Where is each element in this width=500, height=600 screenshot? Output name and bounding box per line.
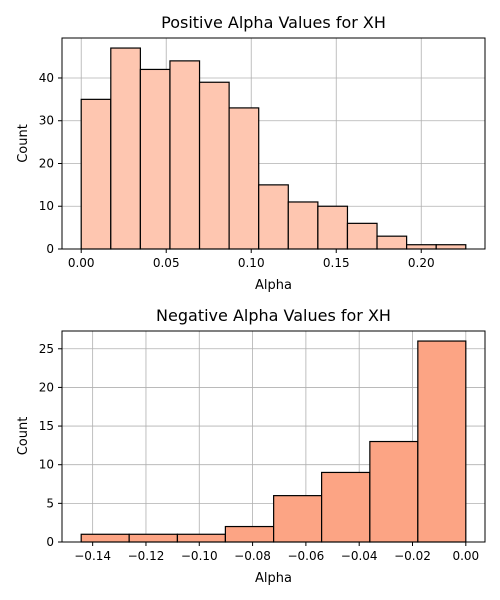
y-tick-label: 40 <box>39 71 54 85</box>
y-tick-label: 15 <box>39 419 54 433</box>
histogram-bar <box>376 235 408 250</box>
chart-title: Positive Alpha Values for XH <box>161 13 386 32</box>
histogram-bar <box>224 525 275 543</box>
x-tick-label: −0.14 <box>74 549 111 563</box>
y-tick-label: 20 <box>39 156 54 170</box>
x-tick-label: −0.12 <box>128 549 165 563</box>
y-axis-label: Count <box>16 124 31 163</box>
x-tick-label: 0.20 <box>408 256 435 270</box>
histogram-bar <box>198 81 230 250</box>
x-tick-label: −0.10 <box>181 549 218 563</box>
y-tick-label: 10 <box>39 199 54 213</box>
histogram-bar <box>417 340 467 543</box>
x-axis-label: Alpha <box>255 571 292 586</box>
histogram-bar <box>228 107 260 250</box>
x-axis-label: Alpha <box>255 278 292 293</box>
x-tick-label: 0.00 <box>452 549 479 563</box>
histogram-bar <box>80 533 130 543</box>
x-tick-label: −0.02 <box>394 549 431 563</box>
histogram-bar <box>273 495 323 543</box>
x-tick-label: 0.15 <box>323 256 350 270</box>
y-tick-label: 25 <box>39 342 54 356</box>
histogram-bar <box>169 60 201 250</box>
histogram-bar <box>80 98 112 250</box>
y-axis-label: Count <box>16 417 31 456</box>
chart-title: Negative Alpha Values for XH <box>156 306 391 325</box>
x-tick-label: 0.00 <box>68 256 95 270</box>
histogram-bar <box>346 222 378 250</box>
y-tick-label: 10 <box>39 458 54 472</box>
negative-alpha-panel: Negative Alpha Values for XH Alpha Count… <box>16 306 486 586</box>
histogram-bar <box>110 47 141 250</box>
y-tick-label: 0 <box>46 242 54 256</box>
y-tick-label: 30 <box>39 114 54 128</box>
histogram-bar <box>128 533 179 543</box>
x-tick-label: 0.05 <box>153 256 180 270</box>
x-tick-label: 0.10 <box>238 256 265 270</box>
histogram-bar <box>176 533 226 543</box>
x-tick-label: −0.04 <box>341 549 378 563</box>
histogram-bar <box>317 205 349 250</box>
y-tick-label: 20 <box>39 380 54 394</box>
axes-frame <box>61 330 486 543</box>
histogram-bar <box>258 184 289 250</box>
y-tick-label: 0 <box>46 535 54 549</box>
positive-alpha-panel: Positive Alpha Values for XH Alpha Count… <box>16 13 486 293</box>
histogram-bar <box>369 440 419 543</box>
x-tick-label: −0.08 <box>234 549 271 563</box>
histogram-bar <box>321 471 371 543</box>
histogram-bar <box>287 201 319 250</box>
histogram-bar <box>435 244 467 250</box>
axes-frame <box>61 37 486 250</box>
y-tick-label: 5 <box>46 496 54 510</box>
histogram-bar <box>406 244 437 250</box>
histogram-bar <box>139 68 171 250</box>
x-tick-label: −0.06 <box>287 549 324 563</box>
